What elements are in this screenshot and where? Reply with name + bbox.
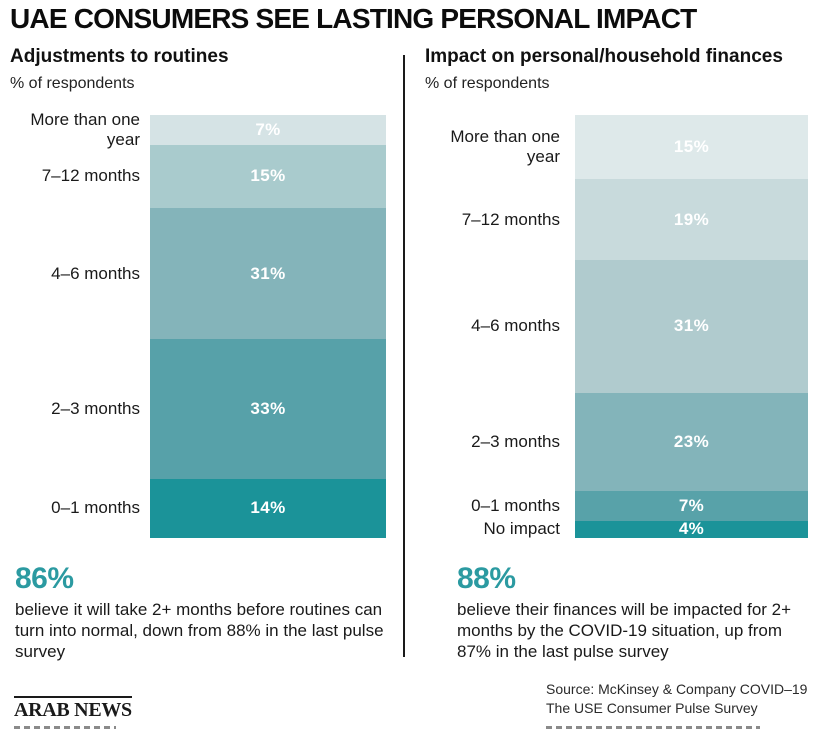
stat-value-finances: 88% [457,561,516,595]
segment-bar: 4% [575,519,808,539]
segment-category-label: More than one year [450,126,560,167]
stacked-bar-routines: More than one year 7% 7–12 months 15% 4–6 mo… [10,109,386,538]
arab-news-logo: ARAB NEWS [14,696,132,720]
segment-bar: 31% [150,208,386,340]
vertical-divider-line [403,55,405,657]
segment-value-label: 7% [678,495,705,515]
segment-value-label: 23% [673,431,710,451]
source-line-2: The USE Consumer Pulse Survey [546,700,758,716]
segment-value-label: 7% [255,119,281,139]
segment-value-label: 31% [673,316,710,336]
segment-bar: 15% [575,115,808,180]
stat-value-routines: 86% [15,561,74,595]
chart-segment-row: 0–1 months 7% [425,490,808,521]
stat-text-routines: believe it will take 2+ months before ro… [15,599,384,661]
stat-text-finances: believe their finances will be impacted … [457,599,792,661]
chart-routines: Adjustments to routines % of respondents… [10,46,386,662]
segment-bar: 23% [575,392,808,491]
segment-value-label: 15% [250,166,286,186]
segment-bar: 7% [575,490,808,521]
stat-block-finances: 88% believe their finances will be impac… [457,562,809,662]
segment-bar: 7% [150,115,386,145]
chart-segment-row: 7–12 months 19% [425,179,808,261]
segment-category-label: 4–6 months [471,316,560,336]
clipped-text-fragment-right [546,726,760,729]
segment-category-label: No impact [483,519,560,539]
chart-segment-row: More than one year 15% [425,115,808,180]
stacked-bar-finances: More than one year 15% 7–12 months 19% 4–6 m… [425,115,808,538]
segment-bar: 33% [150,339,386,479]
chart-finances: Impact on personal/household finances % … [425,46,808,662]
chart-segment-row: More than one year 7% [10,109,386,149]
segment-bar: 19% [575,179,808,261]
clipped-text-fragment-left [14,726,116,729]
chart-routines-subtitle: % of respondents [10,75,135,92]
source-attribution: Source: McKinsey & Company COVID–19 The … [546,680,807,718]
segment-category-label: More than one year [30,109,140,149]
chart-segment-row: 0–1 months 14% [10,478,386,538]
segment-value-label: 4% [678,519,705,539]
segment-value-label: 31% [250,263,286,283]
source-line-1: Source: McKinsey & Company COVID–19 [546,681,808,697]
segment-value-label: 19% [673,209,710,229]
chart-segment-row: 7–12 months 15% [10,144,386,209]
segment-value-label: 14% [250,498,286,518]
chart-segment-row: 4–6 months 31% [10,208,386,340]
segment-value-label: 33% [250,398,286,418]
segment-category-label: 2–3 months [51,398,140,418]
chart-finances-subtitle: % of respondents [425,75,550,92]
segment-category-label: 0–1 months [51,498,140,518]
segment-category-label: 0–1 months [471,495,560,515]
chart-segment-row: No impact 4% [425,519,808,539]
chart-segment-row: 2–3 months 23% [425,392,808,491]
segment-bar: 31% [575,260,808,393]
page-title: UAE CONSUMERS SEE LASTING PERSONAL IMPAC… [10,3,697,34]
segment-category-label: 4–6 months [51,263,140,283]
chart-finances-title: Impact on personal/household finances [425,46,783,67]
segment-category-label: 2–3 months [471,431,560,451]
chart-segment-row: 2–3 months 33% [10,339,386,479]
stat-block-routines: 86% believe it will take 2+ months befor… [15,562,393,662]
segment-bar: 15% [150,144,386,209]
segment-value-label: 15% [673,137,710,157]
segment-bar: 14% [150,478,386,538]
segment-category-label: 7–12 months [461,209,560,229]
segment-category-label: 7–12 months [41,166,140,186]
chart-segment-row: 4–6 months 31% [425,260,808,393]
chart-routines-title: Adjustments to routines [10,46,229,67]
